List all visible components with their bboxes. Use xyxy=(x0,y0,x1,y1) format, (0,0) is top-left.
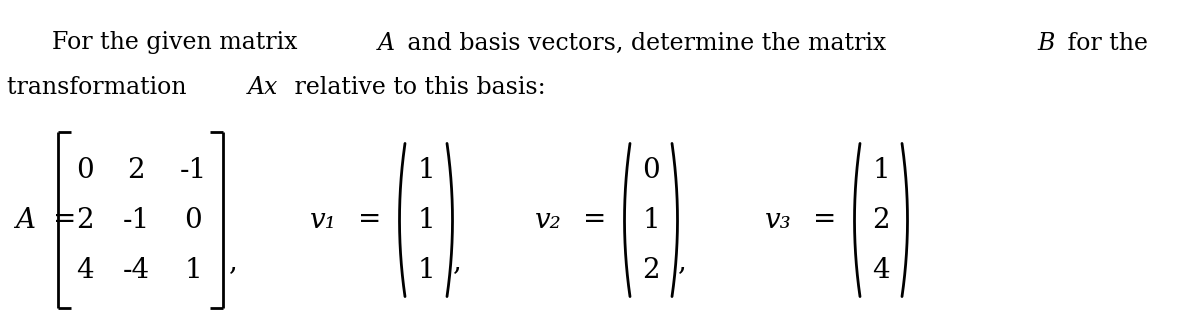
Text: relative to this basis:: relative to this basis: xyxy=(288,75,546,98)
Text: A: A xyxy=(378,32,395,55)
Text: 0: 0 xyxy=(76,157,94,184)
Text: ,: , xyxy=(678,249,686,276)
Text: 1: 1 xyxy=(642,206,660,233)
Text: v₂: v₂ xyxy=(535,206,562,233)
Text: ,: , xyxy=(454,249,462,276)
Text: and basis vectors, determine the matrix: and basis vectors, determine the matrix xyxy=(401,32,894,55)
Text: 1: 1 xyxy=(418,157,434,184)
Text: A: A xyxy=(14,206,35,233)
Text: =: = xyxy=(814,206,836,233)
Text: 0: 0 xyxy=(642,157,660,184)
Text: B: B xyxy=(1037,32,1055,55)
Text: ,: , xyxy=(229,249,238,276)
Text: =: = xyxy=(53,206,77,233)
Text: =: = xyxy=(358,206,382,233)
Text: -1: -1 xyxy=(122,206,150,233)
Text: 2: 2 xyxy=(76,206,94,233)
Text: v₃: v₃ xyxy=(766,206,792,233)
Text: -1: -1 xyxy=(179,157,206,184)
Text: -4: -4 xyxy=(122,256,150,283)
Text: v₁: v₁ xyxy=(310,206,337,233)
Text: 1: 1 xyxy=(184,256,202,283)
Text: for the: for the xyxy=(1060,32,1147,55)
Text: 1: 1 xyxy=(418,256,434,283)
Text: Ax: Ax xyxy=(248,75,278,98)
Text: transformation: transformation xyxy=(7,75,194,98)
Text: For the given matrix: For the given matrix xyxy=(52,32,305,55)
Text: 2: 2 xyxy=(127,157,145,184)
Text: 2: 2 xyxy=(872,206,890,233)
Text: 4: 4 xyxy=(76,256,94,283)
Text: 2: 2 xyxy=(642,256,660,283)
Text: 0: 0 xyxy=(184,206,202,233)
Text: 4: 4 xyxy=(872,256,890,283)
Text: =: = xyxy=(583,206,606,233)
Text: 1: 1 xyxy=(872,157,890,184)
Text: 1: 1 xyxy=(418,206,434,233)
